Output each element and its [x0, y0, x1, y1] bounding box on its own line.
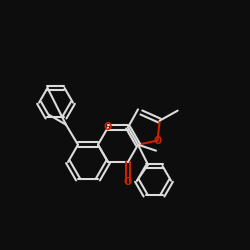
Text: O: O — [154, 136, 162, 145]
Text: O: O — [124, 177, 132, 187]
Text: O: O — [104, 122, 112, 132]
